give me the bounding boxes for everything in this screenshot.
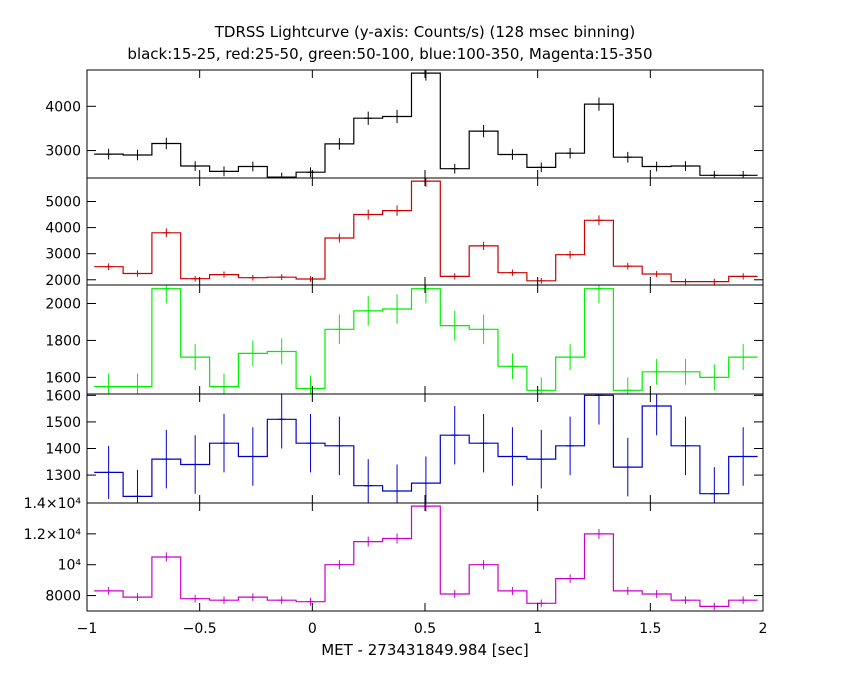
- x-tick-label-5: 1.5: [639, 621, 661, 637]
- x-tick-label-6: 2: [759, 621, 768, 637]
- series-2-line: [94, 288, 758, 391]
- x-tick-label-2: 0: [308, 621, 317, 637]
- panel-1-ytick-label-2: 4000: [45, 221, 81, 237]
- series-1-line: [94, 180, 758, 283]
- panel-0-ytick-label-0: 3000: [45, 144, 81, 160]
- panel-2-ytick-label-2: 2000: [45, 296, 81, 312]
- panel-3-frame: [86, 393, 764, 504]
- panel-1-frame: [86, 177, 764, 286]
- x-tick-label-1: −0.5: [183, 621, 217, 637]
- panel-4-frame: [86, 502, 764, 612]
- x-tick-label-0: −1: [77, 621, 98, 637]
- panel-1-ytick-label-3: 5000: [45, 194, 81, 210]
- panel-0-frame: [86, 69, 764, 179]
- panel-3-ytick-label-0: 1300: [45, 468, 81, 484]
- series-4-line: [94, 505, 758, 607]
- panel-2-frame: [86, 284, 764, 395]
- panel-3-ytick-label-2: 1500: [45, 415, 81, 431]
- chart-title: TDRSS Lightcurve (y-axis: Counts/s) (128…: [214, 23, 635, 41]
- chart-subtitle: black:15-25, red:25-50, green:50-100, bl…: [127, 45, 652, 63]
- series-0-line: [94, 72, 758, 178]
- panel-3-ytick-label-3: 1600: [45, 388, 81, 404]
- panel-4-ytick-label-0: 8000: [45, 589, 81, 605]
- panel-0-ytick-label-1: 4000: [45, 99, 81, 115]
- x-tick-label-3: 0.5: [414, 621, 436, 637]
- panel-1-ytick-label-1: 3000: [45, 247, 81, 263]
- x-tick-label-4: 1: [533, 621, 542, 637]
- x-axis-label: MET - 273431849.984 [sec]: [321, 641, 529, 659]
- panel-4-ytick-label-3: 1.4×10⁴: [24, 496, 82, 512]
- panel-2-ytick-label-1: 1800: [45, 333, 81, 349]
- panel-4-ytick-label-2: 1.2×10⁴: [24, 527, 82, 543]
- panels-group: 3000 4000 2000 3000 4000 5000 1600 1800 2000 1300…: [24, 69, 768, 637]
- panel-2-ytick-label-0: 1600: [45, 370, 81, 386]
- panel-1-ytick-label-0: 2000: [45, 273, 81, 289]
- panel-4-ytick-label-1: 10⁴: [58, 558, 82, 574]
- panel-3-ytick-label-1: 1400: [45, 442, 81, 458]
